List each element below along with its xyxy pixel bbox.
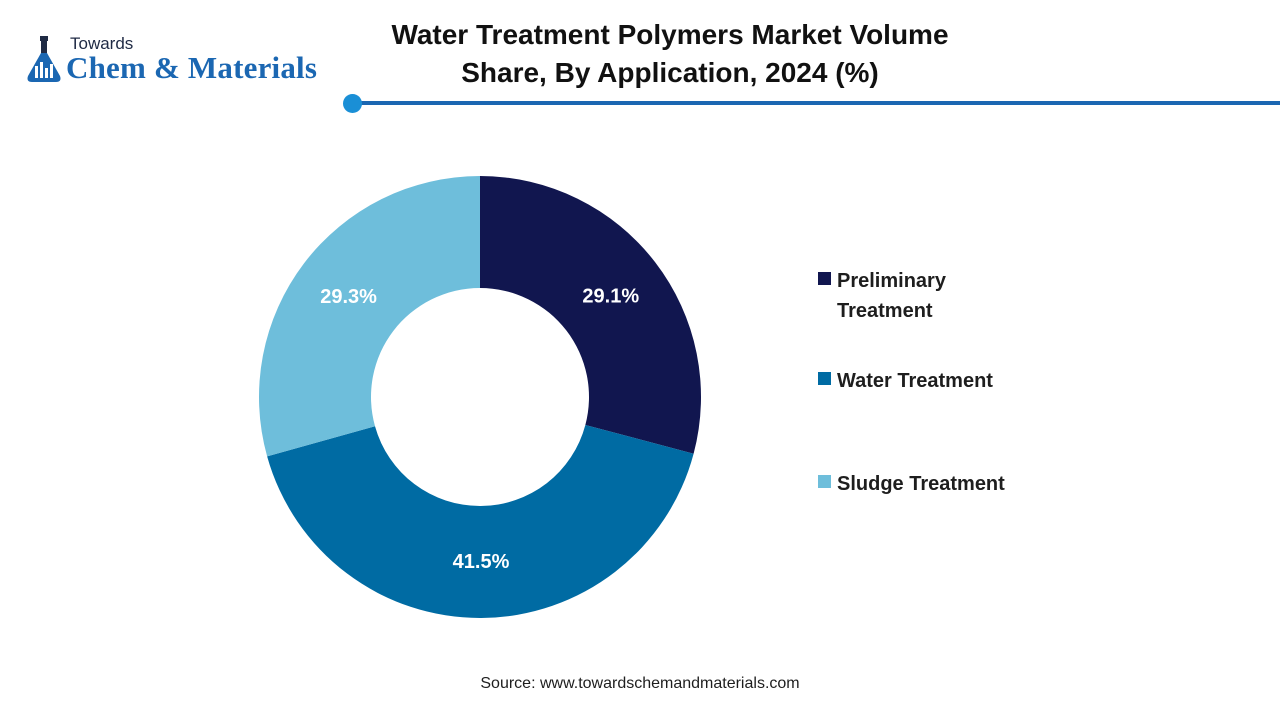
donut-slice-water-treatment: [267, 424, 694, 619]
legend-label: Sludge Treatment: [837, 473, 1005, 495]
donut-slice-preliminary-treatment: [480, 176, 702, 454]
logo-brand-text: Chem & Materials: [66, 50, 318, 85]
title-divider-dot: [343, 94, 362, 113]
title-divider-line: [352, 101, 1280, 105]
donut-slice-sludge-treatment: [259, 175, 480, 457]
data-label-water-treatment: 41.5%: [453, 551, 510, 573]
data-label-preliminary-treatment: 29.1%: [582, 285, 639, 307]
legend-swatch: [818, 372, 831, 385]
legend-label: Preliminary Treatment: [837, 270, 946, 322]
donut-slices: [259, 175, 702, 619]
chart-title: Water Treatment Polymers Market Volume S…: [391, 19, 949, 88]
legend-swatch: [818, 272, 831, 285]
legend-label: Water Treatment: [837, 370, 993, 392]
logo-towards-text: Towards: [70, 34, 134, 53]
flask-icon: [27, 36, 61, 82]
brand-logo: Towards Chem & Materials: [22, 34, 342, 90]
source-note: Source: www.towardschemandmaterials.com: [480, 675, 800, 692]
legend-swatch: [818, 475, 831, 488]
data-label-sludge-treatment: 29.3%: [320, 286, 377, 308]
donut-data-labels: 29.1% 41.5% 29.3%: [320, 285, 639, 573]
